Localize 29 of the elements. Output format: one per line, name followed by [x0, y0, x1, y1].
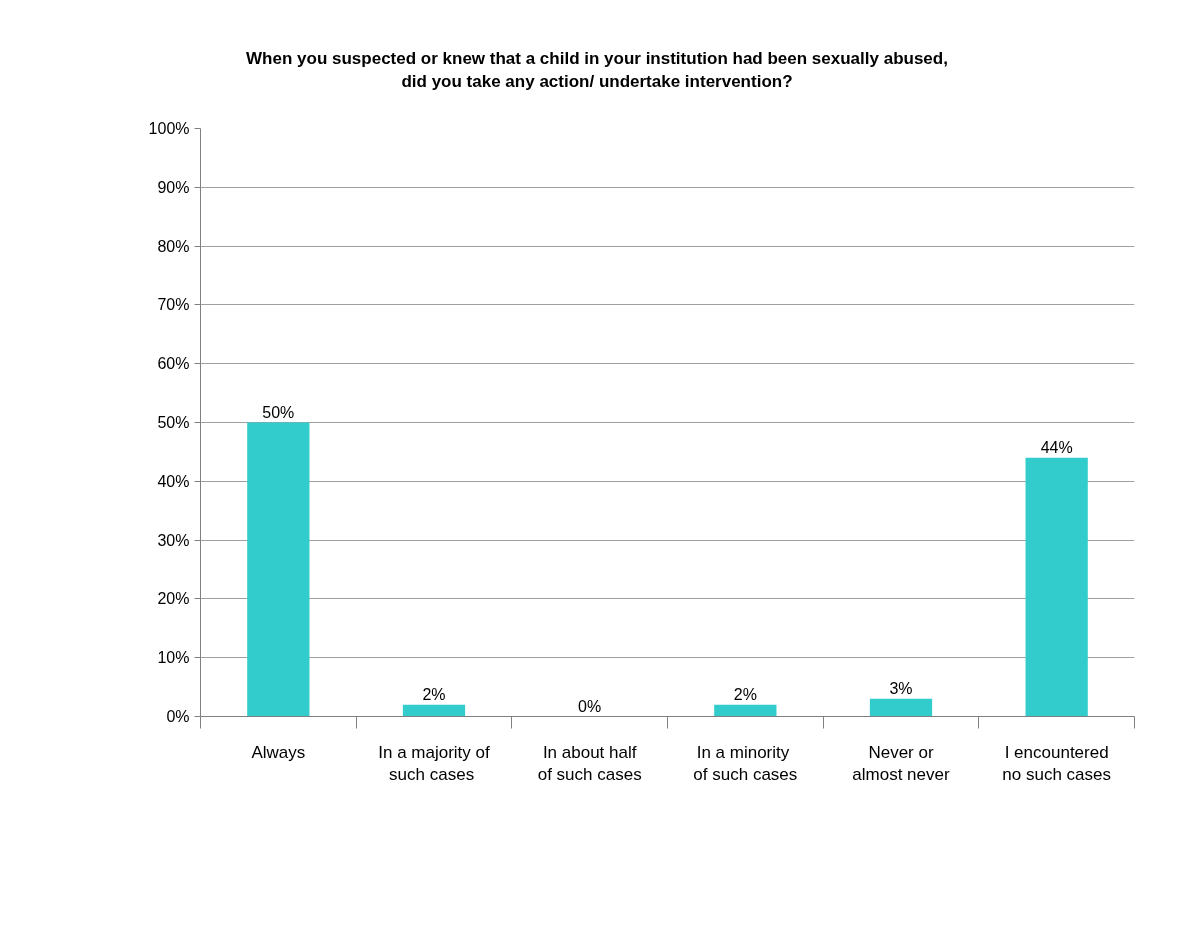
data-label: 0%: [578, 697, 602, 715]
y-tick-label: 40%: [157, 472, 190, 490]
bar: [402, 704, 466, 717]
y-tick-label: 50%: [157, 414, 190, 431]
y-tick-label: 70%: [157, 296, 190, 314]
y-tick-label: 10%: [157, 649, 190, 667]
x-tick-label: I encountered no such cases: [1002, 742, 1112, 785]
x-tick-label: In a majority of such cases: [378, 742, 491, 785]
y-tick-label: 80%: [157, 237, 190, 255]
chart-title: When you suspected or knew that a child in your institution had been sexually abused, did you take any action/ undertake intervention?: [246, 48, 948, 93]
x-tick-label: Never or almost never: [852, 742, 950, 785]
bar: [247, 422, 310, 717]
x-tick-label: In about half of such cases: [537, 742, 642, 785]
bar: [869, 698, 933, 717]
y-tick-label: 0%: [166, 708, 190, 725]
y-tick-label: 20%: [157, 590, 190, 608]
data-label: 2%: [733, 685, 757, 703]
bar: [1025, 457, 1088, 717]
y-tick-label: 30%: [157, 531, 190, 549]
bar: [714, 704, 777, 717]
y-tick-label: 100%: [148, 120, 190, 137]
y-tick-label: 90%: [157, 178, 190, 196]
data-label: 44%: [1040, 438, 1073, 456]
data-label: 2%: [422, 685, 446, 703]
x-tick-label: Always: [251, 742, 306, 762]
data-label: 50%: [262, 403, 295, 421]
y-tick-label: 60%: [157, 355, 190, 373]
x-tick-label: In a minority of such cases: [693, 742, 798, 785]
data-label: 3%: [889, 679, 913, 697]
